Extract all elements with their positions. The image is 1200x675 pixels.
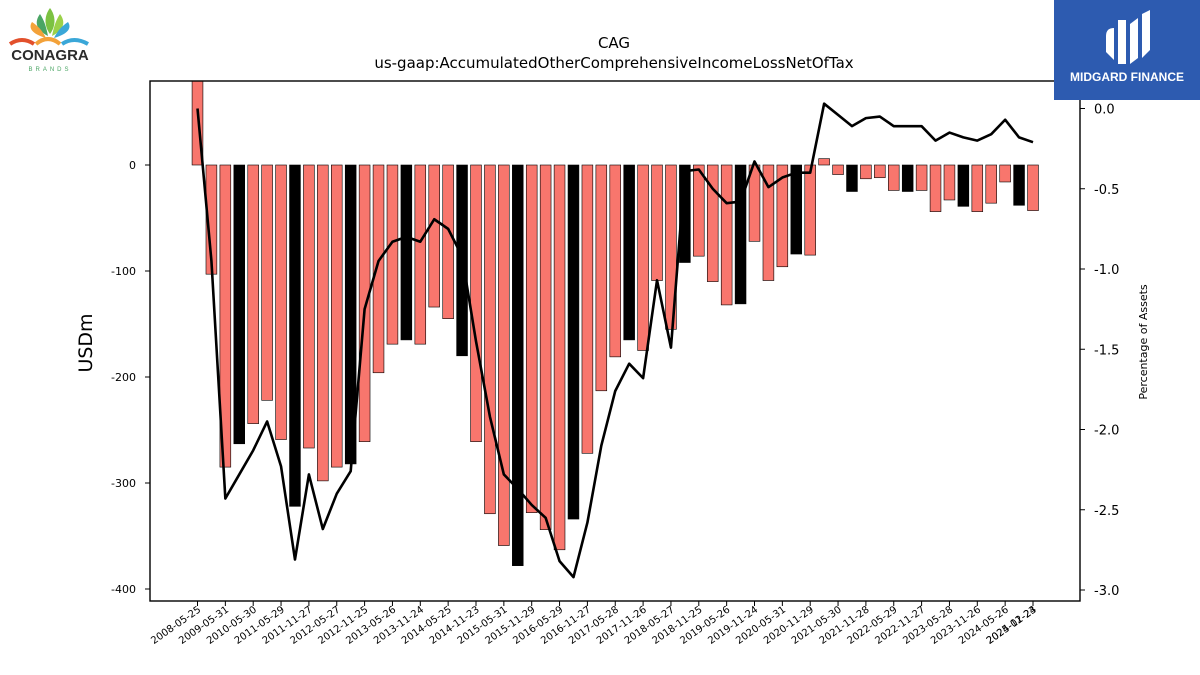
bar-40 [748, 164, 761, 242]
bar-31 [623, 164, 635, 341]
bar-56 [971, 164, 984, 212]
bar-42 [776, 164, 789, 268]
bar-50 [888, 164, 900, 191]
y-tick-label-3: -300 [111, 477, 136, 490]
conagra-wordmark: CONAGRA [11, 47, 89, 64]
bar-18 [442, 164, 454, 319]
bar-14 [386, 164, 399, 345]
bar-51 [901, 164, 914, 192]
bar-16 [414, 164, 427, 345]
bar-34 [665, 164, 677, 330]
bar-20 [470, 164, 482, 442]
midgard-emblem-icon: MIDGARD FINANCE [1070, 10, 1184, 84]
bar-43 [790, 164, 803, 255]
line-layer [196, 102, 1034, 579]
bar-3 [233, 164, 245, 445]
bar-46 [832, 164, 844, 175]
bar-52 [915, 164, 928, 191]
bar-58 [999, 164, 1011, 183]
bar-49 [874, 164, 886, 179]
y2-tick-label-1: -0.5 [1094, 183, 1119, 198]
y2-tick-label-4: -2.0 [1094, 424, 1119, 439]
conagra-logo: CONAGRA BRANDS [0, 0, 100, 80]
y2-tick-label-6: -3.0 [1094, 584, 1119, 599]
bar-5 [261, 164, 273, 401]
bar-25 [539, 164, 552, 530]
bar-45 [818, 158, 830, 166]
bar-47 [846, 164, 858, 192]
bar-35 [679, 164, 691, 263]
bar-12 [358, 164, 371, 442]
y2-tick-label-3: -1.5 [1094, 343, 1119, 358]
bar-15 [400, 164, 413, 341]
chart-title: CAG [598, 34, 630, 52]
bar-29 [595, 164, 608, 392]
bar-8 [303, 164, 315, 449]
y2-axis-label: Percentage of Assets [1137, 284, 1150, 400]
bar-6 [275, 164, 287, 440]
percentage-line [196, 102, 1034, 579]
bar-37 [706, 164, 719, 282]
bar-33 [651, 164, 663, 281]
bar-28 [581, 164, 594, 454]
bars-layer [191, 80, 1039, 566]
bar-41 [762, 164, 775, 281]
y-axis-label: USDm [75, 313, 97, 372]
bar-13 [372, 164, 385, 374]
y-tick-label-2: -200 [111, 371, 136, 384]
bar-9 [317, 164, 329, 482]
chart-subtitle: us-gaap:AccumulatedOtherComprehensiveInc… [374, 54, 853, 72]
bar-48 [860, 164, 872, 180]
bar-24 [525, 164, 538, 513]
bar-27 [567, 164, 580, 520]
midgard-finance-logo: MIDGARD FINANCE [1054, 0, 1200, 100]
bar-60 [1027, 164, 1039, 211]
bar-30 [609, 164, 621, 358]
y-tick-label-4: -400 [111, 583, 136, 596]
bar-54 [943, 164, 956, 201]
bar-53 [929, 164, 942, 212]
y2-tick-label-5: -2.5 [1094, 504, 1119, 519]
bar-26 [553, 164, 566, 551]
bar-22 [498, 164, 510, 546]
bar-23 [512, 164, 524, 566]
y-tick-label-0: 0 [129, 159, 136, 172]
midgard-wordmark: MIDGARD FINANCE [1070, 70, 1184, 84]
bar-17 [428, 164, 440, 308]
conagra-leaf-icon: CONAGRA BRANDS [8, 8, 89, 73]
bar-59 [1013, 164, 1025, 206]
bar-55 [957, 164, 970, 207]
y2-tick-label-0: 0.0 [1094, 103, 1115, 118]
bar-57 [985, 164, 997, 204]
y-tick-label-1: -100 [111, 265, 136, 278]
bar-38 [720, 164, 733, 306]
bar-32 [637, 164, 649, 351]
bar-7 [289, 164, 301, 507]
bar-2 [219, 164, 232, 468]
bar-44 [804, 164, 816, 256]
bar-39 [734, 164, 747, 305]
bar-36 [693, 164, 705, 257]
bar-4 [247, 164, 259, 424]
bar-10 [331, 164, 343, 468]
bar-21 [484, 164, 496, 515]
conagra-sub: BRANDS [28, 67, 71, 73]
y2-tick-label-2: -1.0 [1094, 263, 1119, 278]
